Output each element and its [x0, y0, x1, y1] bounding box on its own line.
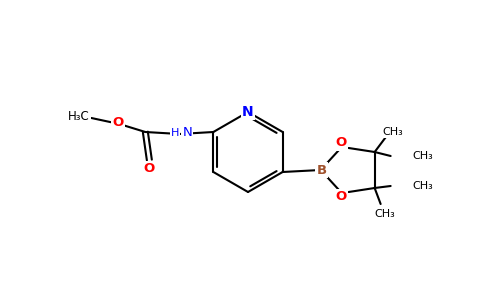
Text: O: O	[335, 136, 346, 149]
Text: O: O	[113, 116, 124, 128]
Text: CH₃: CH₃	[413, 181, 433, 191]
Text: N: N	[182, 127, 192, 140]
Text: H: H	[171, 128, 180, 138]
Text: O: O	[144, 163, 155, 176]
Text: CH₃: CH₃	[413, 151, 433, 161]
Text: B: B	[317, 164, 327, 176]
Text: H₃C: H₃C	[68, 110, 90, 124]
Text: O: O	[335, 190, 346, 203]
Text: N: N	[242, 105, 254, 119]
Text: CH₃: CH₃	[374, 209, 395, 219]
Text: CH₃: CH₃	[382, 127, 403, 137]
